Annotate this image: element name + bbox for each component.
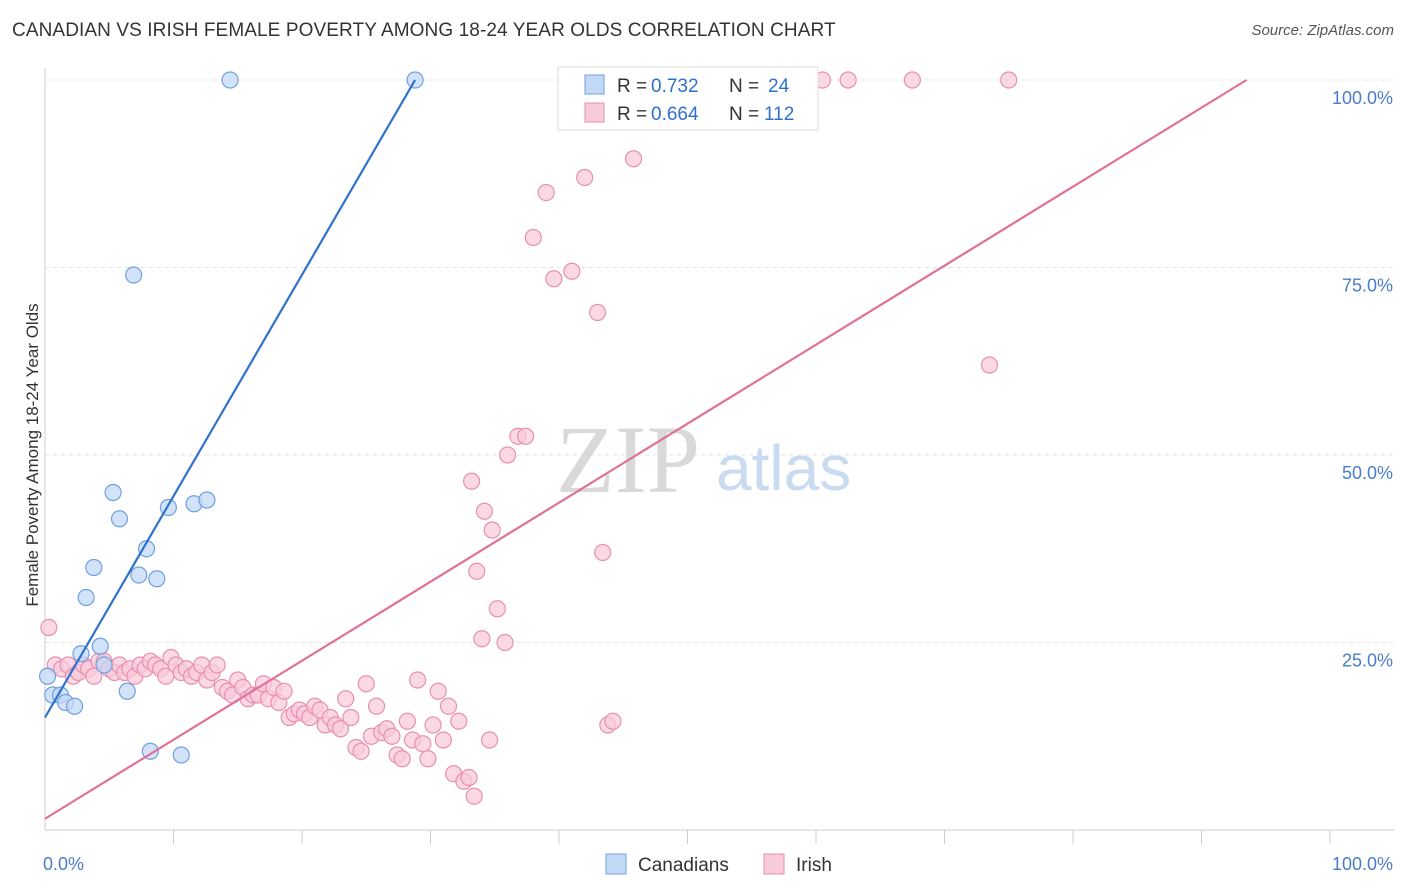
irish-point-95 — [537, 183, 555, 202]
irish-point-68 — [393, 750, 411, 768]
legend-irish-label: Irish — [796, 855, 832, 876]
canadians-point-11 — [110, 510, 129, 528]
irish-point-57 — [337, 690, 355, 708]
irish-point-66 — [383, 727, 401, 745]
irish-point-89 — [468, 562, 486, 580]
grid-lines — [45, 79, 1394, 643]
canadians-point-13 — [125, 266, 143, 284]
irish-point-77 — [439, 697, 458, 715]
irish-n-value: 112 — [764, 104, 794, 125]
irish-point-72 — [414, 735, 432, 753]
irish-point-98 — [576, 168, 594, 187]
irish-point-84 — [481, 731, 499, 749]
canadians-r-label: R = — [617, 76, 647, 97]
canadians-n-value: 24 — [768, 76, 790, 97]
irish-point-88 — [483, 521, 501, 539]
irish-point-45 — [275, 682, 293, 700]
legend-irish-swatch — [763, 853, 785, 875]
irish-point-76 — [434, 731, 452, 749]
x-tick-label-0: 0.0% — [43, 854, 84, 874]
irish-trend-line — [44, 79, 1248, 820]
irish-point-108 — [839, 71, 857, 89]
irish-point-75 — [429, 682, 447, 700]
irish-point-109 — [903, 71, 921, 89]
y-tick-label-0: 25.0% — [1342, 651, 1393, 671]
irish-point-85 — [488, 600, 506, 618]
irish-r-value: 0.664 — [651, 104, 699, 125]
irish-point-56 — [331, 720, 350, 738]
canadians-point-19 — [172, 746, 190, 764]
canadians-n-label: N = — [729, 76, 759, 97]
irish-point-0 — [40, 618, 58, 637]
y-tick-label-1: 50.0% — [1342, 463, 1393, 483]
irish-n-label: N = — [729, 104, 759, 125]
stats-legend: R = 0.732 N = 24 R = 0.664 N = 112 — [557, 66, 819, 131]
irish-point-58 — [342, 708, 360, 727]
irish-point-102 — [604, 712, 622, 730]
irish-point-111 — [980, 356, 999, 374]
canadians-point-22 — [221, 71, 239, 89]
irish-point-103 — [624, 150, 643, 168]
chart-title: CANADIAN VS IRISH FEMALE POVERTY AMONG 1… — [12, 20, 836, 41]
canadians-point-17 — [148, 570, 166, 588]
irish-swatch — [584, 102, 605, 123]
data-points — [38, 71, 1018, 805]
canadians-trend-line — [44, 79, 417, 719]
legend-canadians-label: Canadians — [638, 855, 729, 876]
irish-r-label: R = — [617, 104, 647, 125]
legend-canadians-swatch — [605, 853, 627, 875]
irish-point-96 — [545, 270, 563, 288]
irish-point-60 — [352, 742, 370, 760]
irish-point-74 — [424, 716, 442, 734]
irish-point-93 — [463, 472, 481, 490]
canadians-point-9 — [95, 656, 113, 674]
irish-point-69 — [398, 712, 416, 730]
canadians-point-0 — [38, 667, 57, 685]
canadians-point-14 — [130, 566, 148, 584]
irish-point-92 — [516, 427, 535, 445]
irish-point-99 — [588, 303, 607, 322]
irish-point-87 — [475, 502, 494, 520]
irish-point-81 — [460, 768, 478, 787]
irish-point-8 — [85, 667, 103, 685]
source-label: Source: ZipAtlas.com — [1251, 22, 1394, 39]
irish-point-63 — [367, 697, 386, 715]
irish-point-73 — [419, 750, 437, 768]
canadians-r-value: 0.732 — [651, 76, 699, 97]
y-axis-label: Female Poverty Among 18-24 Year Olds — [23, 303, 42, 606]
x-tick-label-1: 100.0% — [1332, 854, 1393, 874]
irish-point-83 — [473, 630, 491, 648]
y-tick-labels: 25.0% 50.0% 75.0% 100.0% — [1332, 88, 1393, 671]
irish-point-100 — [594, 543, 612, 562]
series-legend: Canadians Irish — [605, 853, 832, 876]
watermark: ZIP atlas — [556, 406, 851, 513]
irish-point-82 — [465, 787, 483, 805]
canadians-point-8 — [91, 637, 109, 655]
canadians-point-21 — [198, 491, 216, 509]
canadians-point-7 — [85, 558, 103, 577]
canadians-point-4 — [65, 697, 84, 715]
irish-point-90 — [499, 446, 517, 464]
canadians-point-10 — [104, 483, 122, 502]
irish-point-94 — [524, 228, 542, 247]
y-tick-label-3: 100.0% — [1332, 88, 1393, 108]
trend-lines — [44, 79, 1248, 820]
axes — [44, 68, 1394, 844]
canadians-point-6 — [77, 588, 95, 607]
canadians-swatch — [584, 74, 605, 95]
irish-point-32 — [208, 656, 226, 674]
irish-point-61 — [357, 675, 375, 693]
watermark-atlas: atlas — [716, 432, 851, 504]
x-tick-labels: 0.0% 100.0% — [43, 854, 1393, 874]
y-tick-label-2: 75.0% — [1342, 276, 1393, 296]
irish-point-97 — [563, 262, 581, 280]
irish-point-86 — [496, 633, 514, 652]
irish-point-79 — [450, 712, 468, 730]
irish-point-71 — [409, 671, 427, 689]
irish-point-110 — [1000, 71, 1018, 89]
canadians-point-12 — [118, 682, 136, 700]
